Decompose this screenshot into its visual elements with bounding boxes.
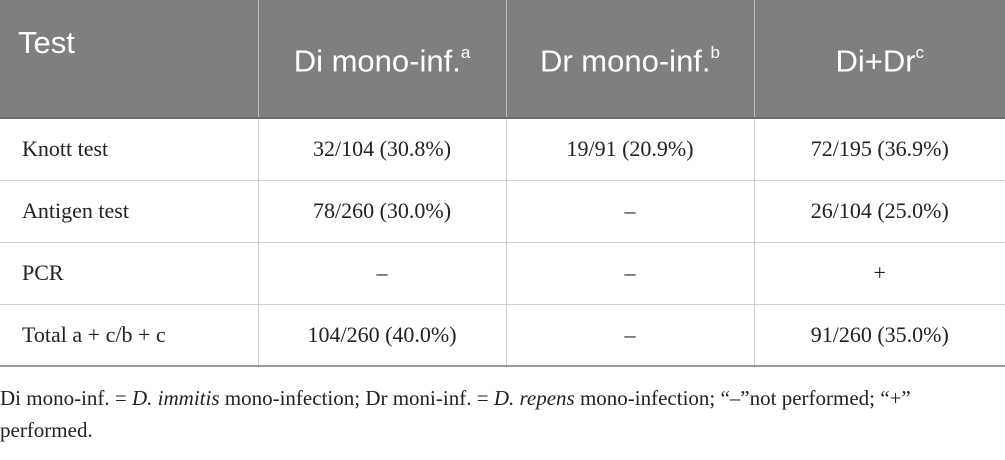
header-row: Test Di mono-inf.a Dr mono-inf.b Di+Drc [0,0,1005,119]
footnote-species-immitis: D. immitis [132,386,220,410]
table-cell: 104/260 (40.0%) [257,304,506,367]
table-cell: – [257,242,506,305]
table-cell: + [753,242,1005,305]
header-dr-sup: b [710,43,720,63]
header-didr-sup: c [915,43,925,63]
table-cell: 78/260 (30.0%) [257,180,506,243]
header-dr-mono-inf: Dr mono-inf.b [505,0,754,119]
table-cell: – [505,304,754,367]
table-cell: 91/260 (35.0%) [753,304,1005,367]
footnote-text: mono-infection; Dr moni-inf. = [219,386,494,410]
table-row: PCR – – + [0,242,1005,305]
data-table-container: Test Di mono-inf.a Dr mono-inf.b Di+Drc … [0,0,1005,367]
table-cell: 32/104 (30.8%) [257,118,506,181]
table-body: Knott test 32/104 (30.8%) 19/91 (20.9%) … [0,118,1005,367]
table-row: Antigen test 78/260 (30.0%) – 26/104 (25… [0,180,1005,243]
results-table: Test Di mono-inf.a Dr mono-inf.b Di+Drc … [0,0,1005,367]
footnote-species-repens: D. repens [493,386,575,410]
table-cell: 19/91 (20.9%) [505,118,754,181]
header-di-sup: a [460,43,471,63]
row-label: Total a + c/b + c [0,304,258,367]
footnote-text: Di mono-inf. = [0,386,132,410]
table-cell: – [505,180,754,243]
table-cell: 26/104 (25.0%) [753,180,1005,243]
footnote-text: mono-infection; “–”not performed; “+” pe… [0,386,911,442]
table-cell: 72/195 (36.9%) [753,118,1005,181]
table-header: Test Di mono-inf.a Dr mono-inf.b Di+Drc [0,0,1005,119]
row-label: Antigen test [0,180,258,243]
header-test: Test [0,0,258,119]
header-di-mono-inf: Di mono-inf.a [257,0,506,119]
header-di-dr: Di+Drc [753,0,1005,119]
table-footnote: Di mono-inf. = D. immitis mono-infection… [0,382,1000,446]
row-label: PCR [0,242,258,305]
table-row: Knott test 32/104 (30.8%) 19/91 (20.9%) … [0,118,1005,181]
row-label: Knott test [0,118,258,181]
table-cell: – [505,242,754,305]
table-row: Total a + c/b + c 104/260 (40.0%) – 91/2… [0,304,1005,367]
